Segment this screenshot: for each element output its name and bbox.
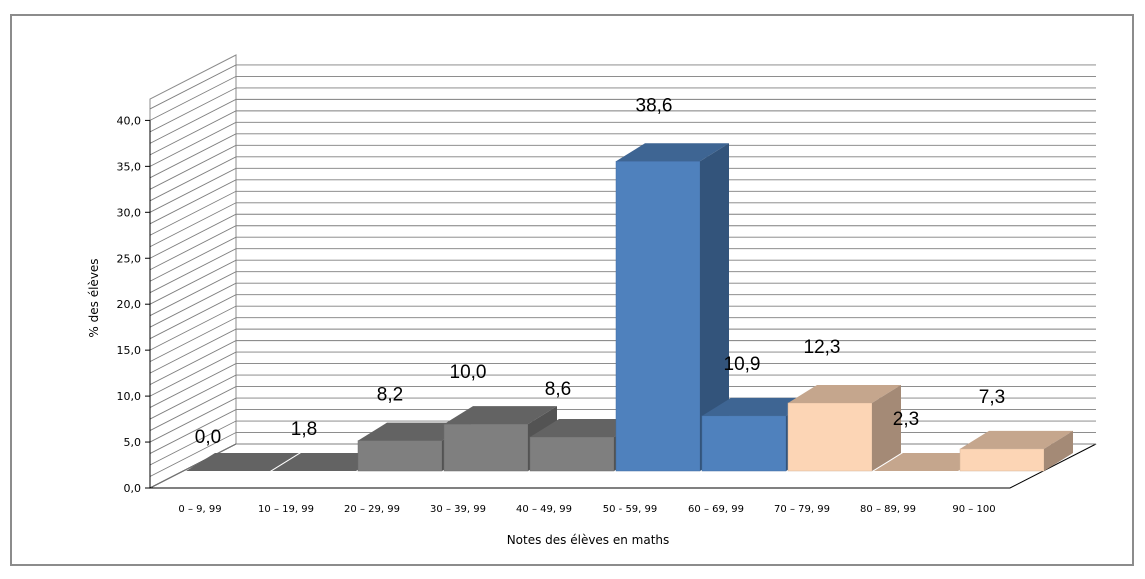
gridline <box>149 259 1096 305</box>
x-tick-label: 90 – 100 <box>952 504 995 515</box>
y-tick-label: 5,0 <box>124 436 142 449</box>
gridline <box>149 248 1096 294</box>
bar-top <box>444 406 557 425</box>
data-label: 0,0 <box>195 427 221 448</box>
data-labels: 0,0 1,8 8,2 10,0 8,6 38,6 10,9 12,3 2,3 7,3 <box>195 95 1005 448</box>
y-tick-label: 35,0 <box>117 160 142 173</box>
x-tick-labels: 0 – 9, 99 10 – 19, 99 20 – 29, 99 30 – 39, … <box>178 504 995 515</box>
bars <box>186 143 1073 472</box>
gridline <box>149 305 1096 351</box>
gridline <box>149 133 1096 179</box>
gridline <box>149 386 1096 431</box>
x-tick-label: 80 – 89, 99 <box>860 504 916 515</box>
data-label: 10,0 <box>450 362 487 383</box>
gridline <box>149 294 1096 340</box>
bar-side <box>700 143 729 472</box>
x-tick-label: 60 – 69, 99 <box>688 504 744 515</box>
data-label: 8,6 <box>545 379 571 400</box>
data-label: 10,9 <box>724 354 761 375</box>
bar <box>529 436 615 472</box>
x-tick-label: 20 – 29, 99 <box>344 504 400 515</box>
x-tick-label: 70 – 79, 99 <box>774 504 830 515</box>
x-axis-title: Notes des élèves en maths <box>507 533 670 547</box>
gridline <box>149 64 1096 110</box>
gridline <box>149 225 1096 271</box>
y-tick-label: 30,0 <box>117 206 142 219</box>
x-tick-label: 40 – 49, 99 <box>516 504 572 515</box>
data-label: 7,3 <box>979 387 1005 408</box>
bar-top <box>616 143 729 162</box>
x-tick-label: 50 - 59, 99 <box>603 504 658 515</box>
data-label: 8,2 <box>377 385 403 406</box>
data-label: 12,3 <box>804 337 841 358</box>
data-label: 2,3 <box>893 409 919 430</box>
y-tick-label: 40,0 <box>117 114 142 127</box>
data-label: 1,8 <box>291 419 317 440</box>
bar-top <box>358 422 471 441</box>
side-wall <box>149 54 237 489</box>
bar-side <box>1044 430 1073 471</box>
gridline <box>149 156 1096 202</box>
bar-top <box>272 453 385 471</box>
gridline <box>149 75 1096 121</box>
bar <box>443 423 529 472</box>
y-tick-label: 25,0 <box>117 252 142 265</box>
bar <box>357 440 443 472</box>
bar-top <box>702 397 815 416</box>
bar-side <box>872 384 901 471</box>
y-tick-label: 10,0 <box>117 390 142 403</box>
gridline <box>149 340 1096 386</box>
y-tick-label: 0,0 <box>124 482 142 495</box>
bar <box>787 402 873 472</box>
x-tick-label: 30 – 39, 99 <box>430 504 486 515</box>
gridline <box>149 363 1096 408</box>
bar <box>615 161 701 472</box>
gridline <box>149 282 1096 328</box>
gridline <box>149 374 1096 420</box>
bar-top <box>186 453 299 471</box>
x-tick-label: 10 – 19, 99 <box>258 504 314 515</box>
gridline <box>149 236 1096 282</box>
bar-top <box>788 384 901 403</box>
gridline <box>149 121 1096 167</box>
gridline <box>149 190 1096 236</box>
gridline <box>149 213 1096 259</box>
gridline <box>149 87 1096 133</box>
gridline <box>149 167 1096 213</box>
gridline <box>149 317 1096 363</box>
gridline <box>149 110 1096 156</box>
data-label: 38,6 <box>636 95 673 116</box>
gridline <box>149 271 1096 317</box>
y-tick-label: 15,0 <box>117 344 142 357</box>
bar-top <box>960 430 1073 449</box>
y-tick-labels: 0,0 5,0 10,0 15,0 20,0 25,0 30,0 35,0 40,0 <box>117 114 142 495</box>
gridline <box>149 351 1096 397</box>
bar-top <box>874 453 987 471</box>
bar <box>701 415 787 472</box>
gridline <box>149 202 1096 248</box>
gridline <box>149 179 1096 225</box>
bar <box>959 448 1045 472</box>
gridline <box>149 144 1096 190</box>
y-tick-label: 20,0 <box>117 298 142 311</box>
axes <box>145 119 1010 489</box>
y-axis-title: % des élèves <box>87 258 101 337</box>
x-tick-label: 0 – 9, 99 <box>178 504 221 515</box>
gridline <box>149 328 1096 374</box>
bar-top <box>530 418 643 437</box>
gridline <box>149 98 1096 144</box>
